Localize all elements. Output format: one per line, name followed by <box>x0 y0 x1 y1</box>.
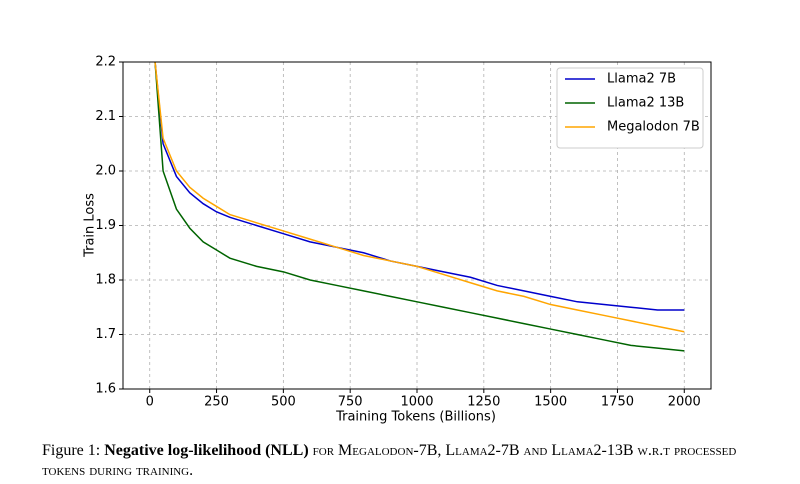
x-tick-label: 0 <box>146 395 154 410</box>
caption-text: for Megalodon-7B, Llama2-7B and Llama2-1… <box>42 442 737 479</box>
x-tick-label: 1500 <box>534 395 567 410</box>
y-tick-label: 1.8 <box>95 273 116 288</box>
y-tick-label: 1.6 <box>95 382 116 397</box>
legend-label: Llama2 7B <box>607 72 676 87</box>
x-tick-label: 1000 <box>400 395 433 410</box>
series-line <box>154 62 685 352</box>
series-line <box>154 62 685 333</box>
chart: Training Tokens (Billions) Train Loss 0 2… <box>83 55 712 425</box>
plot-lines <box>154 62 685 352</box>
y-tick-label: 2.0 <box>95 164 116 179</box>
x-axis-label: Training Tokens (Billions) <box>335 410 496 425</box>
y-tick-label: 2.2 <box>95 55 116 70</box>
series-line <box>154 62 685 311</box>
plot-frame <box>122 61 712 390</box>
y-tick-label: 2.1 <box>95 109 116 124</box>
x-tick-label: 500 <box>271 395 296 410</box>
x-tick-label: 750 <box>338 395 363 410</box>
caption-label: Figure 1: <box>42 442 101 459</box>
legend-label: Megalodon 7B <box>607 120 700 135</box>
y-tick-label: 1.9 <box>95 218 116 233</box>
y-tick-label: 1.7 <box>95 327 116 342</box>
x-tick-label: 1250 <box>467 395 500 410</box>
legend-label: Llama2 13B <box>607 96 684 111</box>
caption-bold: Negative log-likelihood (NLL) <box>104 442 309 459</box>
x-tick-label: 250 <box>204 395 229 410</box>
y-axis-label: Train Loss <box>83 193 98 258</box>
legend-box <box>556 67 704 149</box>
x-tick-label: 2000 <box>668 395 701 410</box>
caption: Figure 1: Negative log-likelihood (NLL) … <box>42 441 772 481</box>
x-tick-label: 1750 <box>601 395 634 410</box>
